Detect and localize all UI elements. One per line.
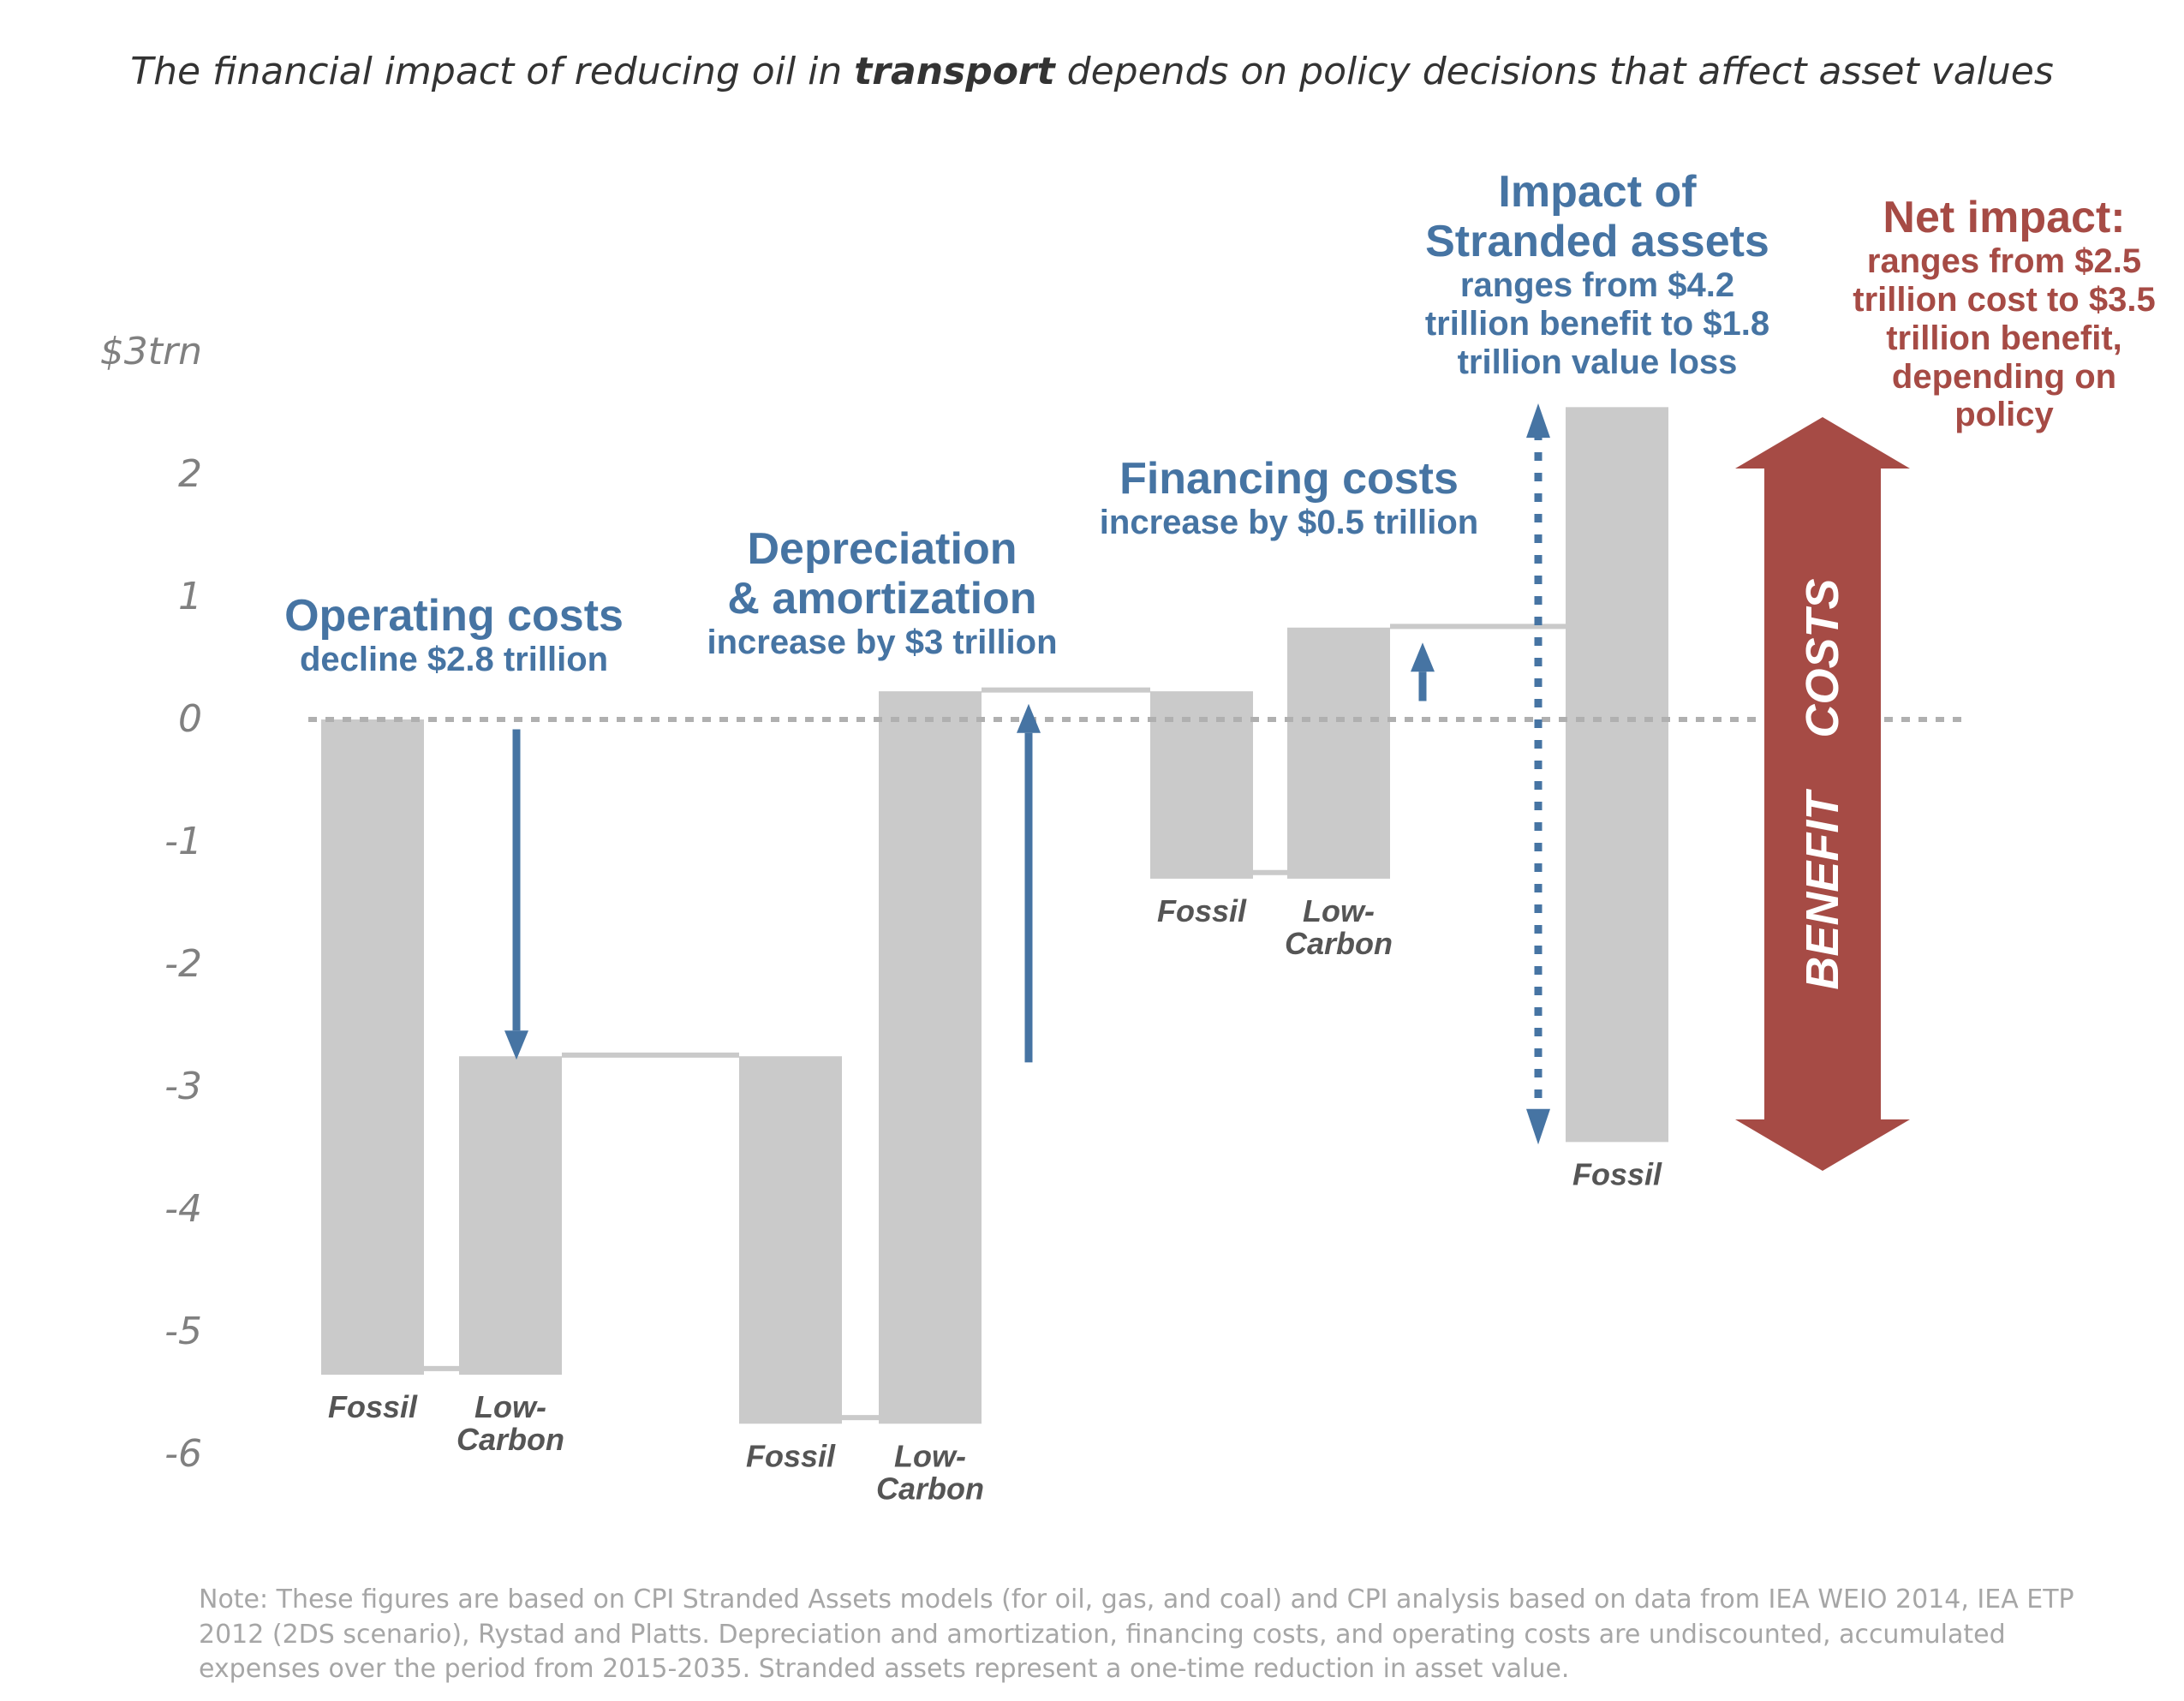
bar [879,691,982,1424]
change-arrows [504,403,1550,1145]
bar [739,1056,842,1424]
annotation-operating-costs: Operating costs decline $2.8 trillion [284,591,624,679]
y-tick-label: 0 [178,697,202,741]
annotation-financing-costs: Financing costs increase by $0.5 trillio… [1099,454,1479,542]
connector-lines [424,624,1566,1421]
bar [1287,627,1390,879]
annotation-net-impact: Net impact: ranges from $2.5 trillion co… [1853,193,2156,434]
y-tick-label: 1 [178,575,202,618]
benefit-label: BENEFIT [1797,789,1848,990]
annotation-stranded-assets: Impact of Stranded assets ranges from $4… [1424,167,1770,382]
bar [321,719,424,1376]
y-tick-label: -6 [164,1432,202,1476]
stranded-range-arrow-down-head [1526,1108,1550,1145]
y-axis-ticks: $3trn 2 1 0 -1 -2 -3 -4 -5 -6 [100,330,202,1476]
bar-label: Low-Carbon [876,1438,984,1506]
stranded-range-arrow-up-head [1526,403,1550,439]
y-tick-label: 2 [178,452,202,496]
financing-costs-arrow-head [1411,642,1435,672]
double-arrow-shape [1735,417,1910,1171]
bar-label: Fossil [328,1389,418,1424]
bar [459,1056,562,1376]
costs-label: COSTS [1797,578,1848,737]
y-tick-label: -1 [164,820,202,863]
y-tick-label: -3 [164,1065,202,1108]
bar-label: Low-Carbon [456,1389,564,1457]
bar-label: Low-Carbon [1285,893,1393,961]
operating-costs-arrow-head [504,1030,528,1060]
footnote: Note: These figures are based on CPI Str… [199,1585,2074,1684]
bar-label: Fossil [1572,1156,1662,1191]
costs-benefit-arrow: COSTS BENEFIT [1735,417,1910,1171]
bar-label: Fossil [746,1438,836,1473]
y-tick-label: -5 [164,1310,202,1353]
bar-label: Fossil [1157,893,1247,928]
y-tick-label: -2 [164,942,202,986]
bar-labels: Fossil Low-Carbon Fossil Low-Carbon Fossil Lo… [328,893,1662,1506]
bars-group [321,407,1668,1424]
chart-title: The financial impact of reducing oil in … [130,50,2054,93]
depreciation-arrow-head [1017,703,1041,733]
y-tick-label: $3trn [100,330,202,373]
bar [1566,407,1668,1143]
bar [1150,691,1253,879]
y-tick-label: -4 [164,1187,202,1231]
annotation-depreciation: Depreciation & amortization increase by … [707,524,1058,662]
